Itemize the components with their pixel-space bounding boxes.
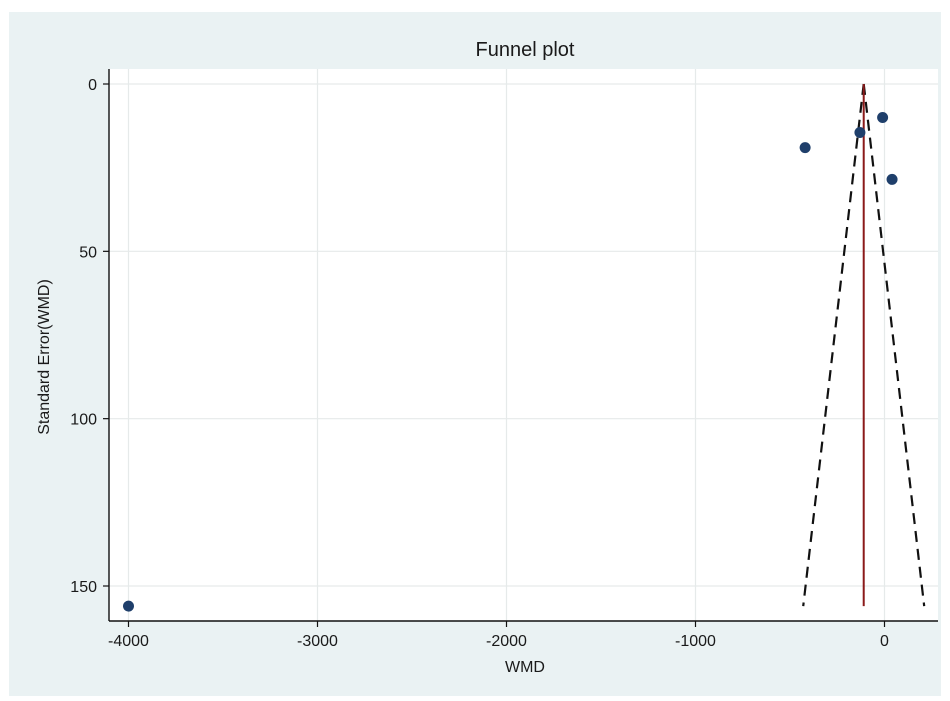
funnel-plot-chart: 0 50 100 150 -4000 -3000 -2000 -1000 0 Funnel pl…	[36, 39, 938, 676]
data-point	[123, 600, 134, 612]
plot-area	[109, 69, 938, 621]
y-tick-label: 50	[79, 244, 97, 261]
x-tick-label: 0	[880, 633, 889, 650]
x-tick-label: -1000	[675, 633, 716, 650]
y-tick-label: 100	[70, 412, 97, 429]
x-tick-label: -4000	[108, 633, 149, 650]
y-axis-title: Standard Error(WMD)	[36, 279, 53, 435]
y-tick-label: 150	[70, 579, 97, 596]
axes: 0 50 100 150 -4000 -3000 -2000 -1000 0	[70, 69, 938, 650]
ci-dashed-line	[862, 83, 926, 607]
grid-lines	[109, 69, 938, 621]
study-points	[123, 111, 898, 612]
x-tick-label: -3000	[297, 633, 338, 650]
x-tick-label: -2000	[486, 633, 527, 650]
data-point	[877, 111, 889, 123]
chart-frame: 0 50 100 150 -4000 -3000 -2000 -1000 0 Funnel pl…	[9, 12, 941, 696]
ci-dashed-line	[802, 83, 865, 607]
y-tick-label: 0	[88, 77, 97, 94]
data-point	[854, 127, 866, 139]
x-axis-title: WMD	[505, 659, 545, 676]
data-point	[799, 142, 811, 154]
chart-title: Funnel plot	[476, 39, 575, 61]
pseudo-confidence-lines	[802, 83, 926, 607]
data-point	[886, 173, 898, 185]
